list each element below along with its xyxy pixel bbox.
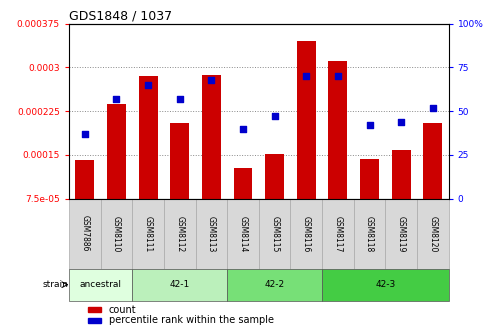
Bar (75, 160, 94, 243)
Bar (164, 199, 196, 269)
Bar (360, 159, 379, 243)
Bar (107, 103, 126, 243)
Point (239, 126, 247, 131)
Text: GSM8119: GSM8119 (397, 215, 406, 252)
Text: strain: strain (42, 280, 69, 289)
Point (176, 96, 184, 101)
Text: GDS1848 / 1037: GDS1848 / 1037 (69, 9, 172, 23)
Bar (265, 154, 284, 243)
Bar (202, 75, 221, 243)
Bar (132, 269, 227, 301)
Text: count: count (109, 304, 137, 314)
Bar (290, 199, 322, 269)
Text: ancestral: ancestral (80, 280, 122, 289)
Bar (386, 199, 417, 269)
Bar (88, 307, 101, 312)
Bar (170, 123, 189, 243)
Point (144, 82, 152, 87)
Point (334, 73, 342, 79)
Bar (423, 123, 442, 243)
Text: GSM8117: GSM8117 (333, 215, 343, 252)
Bar (322, 269, 449, 301)
Bar (69, 199, 101, 269)
Point (397, 119, 405, 124)
Text: GSM8113: GSM8113 (207, 215, 216, 252)
Text: GSM8115: GSM8115 (270, 215, 279, 252)
Text: GSM8118: GSM8118 (365, 216, 374, 252)
Point (366, 122, 374, 128)
Bar (101, 199, 132, 269)
Point (271, 114, 279, 119)
Bar (227, 269, 322, 301)
Text: GSM8111: GSM8111 (143, 216, 153, 252)
Text: 42-3: 42-3 (375, 280, 395, 289)
Point (81, 131, 89, 136)
Bar (417, 199, 449, 269)
Bar (139, 76, 158, 243)
Text: GSM8114: GSM8114 (239, 215, 247, 252)
Text: GSM7886: GSM7886 (80, 215, 89, 252)
Bar (69, 269, 132, 301)
Text: GSM8120: GSM8120 (428, 215, 437, 252)
Bar (391, 150, 411, 243)
Bar (132, 199, 164, 269)
Bar (354, 199, 386, 269)
Text: percentile rank within the sample: percentile rank within the sample (109, 315, 274, 325)
Text: 42-2: 42-2 (265, 280, 284, 289)
Text: GSM8110: GSM8110 (112, 215, 121, 252)
Text: 42-1: 42-1 (170, 280, 190, 289)
Text: GSM8112: GSM8112 (175, 216, 184, 252)
Bar (234, 168, 252, 243)
Bar (227, 199, 259, 269)
Bar (88, 318, 101, 323)
Point (112, 96, 120, 101)
Bar (297, 41, 316, 243)
Bar (328, 61, 348, 243)
Bar (259, 199, 290, 269)
Point (208, 77, 215, 82)
Bar (196, 199, 227, 269)
Bar (322, 199, 354, 269)
Point (302, 73, 310, 79)
Text: GSM8116: GSM8116 (302, 215, 311, 252)
Point (429, 105, 437, 110)
